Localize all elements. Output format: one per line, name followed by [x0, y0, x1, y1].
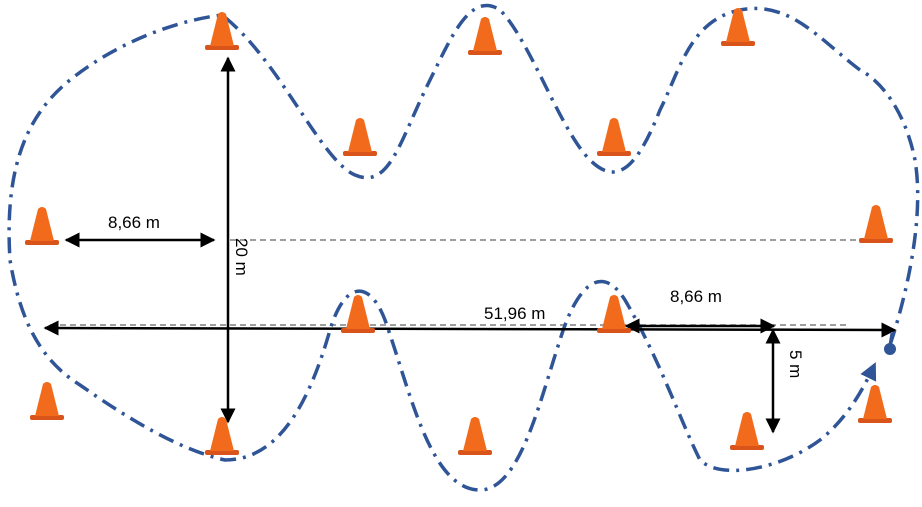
traffic-cone-icon [458, 417, 492, 455]
route-path [7, 3, 920, 492]
right-width-label: 8,66 m [670, 287, 722, 306]
left-width-label: 8,66 m [108, 213, 160, 232]
traffic-cone-icon [721, 8, 755, 46]
total-length-arrow [43, 320, 897, 338]
traffic-cone-icon [730, 412, 764, 450]
traffic-cone-icon [858, 385, 892, 423]
traffic-cone-icon [859, 205, 893, 243]
traffic-cone-icon [25, 207, 59, 245]
traffic-cone-icon [343, 118, 377, 156]
traffic-cone-icon [597, 295, 631, 333]
offset-label: 5 m [786, 350, 805, 378]
traffic-cone-icon [30, 382, 64, 420]
height-label: 20 m [232, 238, 251, 276]
start-stem [888, 332, 894, 346]
cones-group [25, 8, 893, 455]
traffic-cone-icon [597, 118, 631, 156]
start-dot-icon [884, 343, 896, 355]
traffic-cone-icon [205, 12, 239, 50]
traffic-cone-icon [468, 17, 502, 55]
traffic-cone-icon [205, 417, 239, 455]
traffic-cone-icon [341, 295, 375, 333]
total-length-label: 51,96 m [484, 304, 545, 323]
